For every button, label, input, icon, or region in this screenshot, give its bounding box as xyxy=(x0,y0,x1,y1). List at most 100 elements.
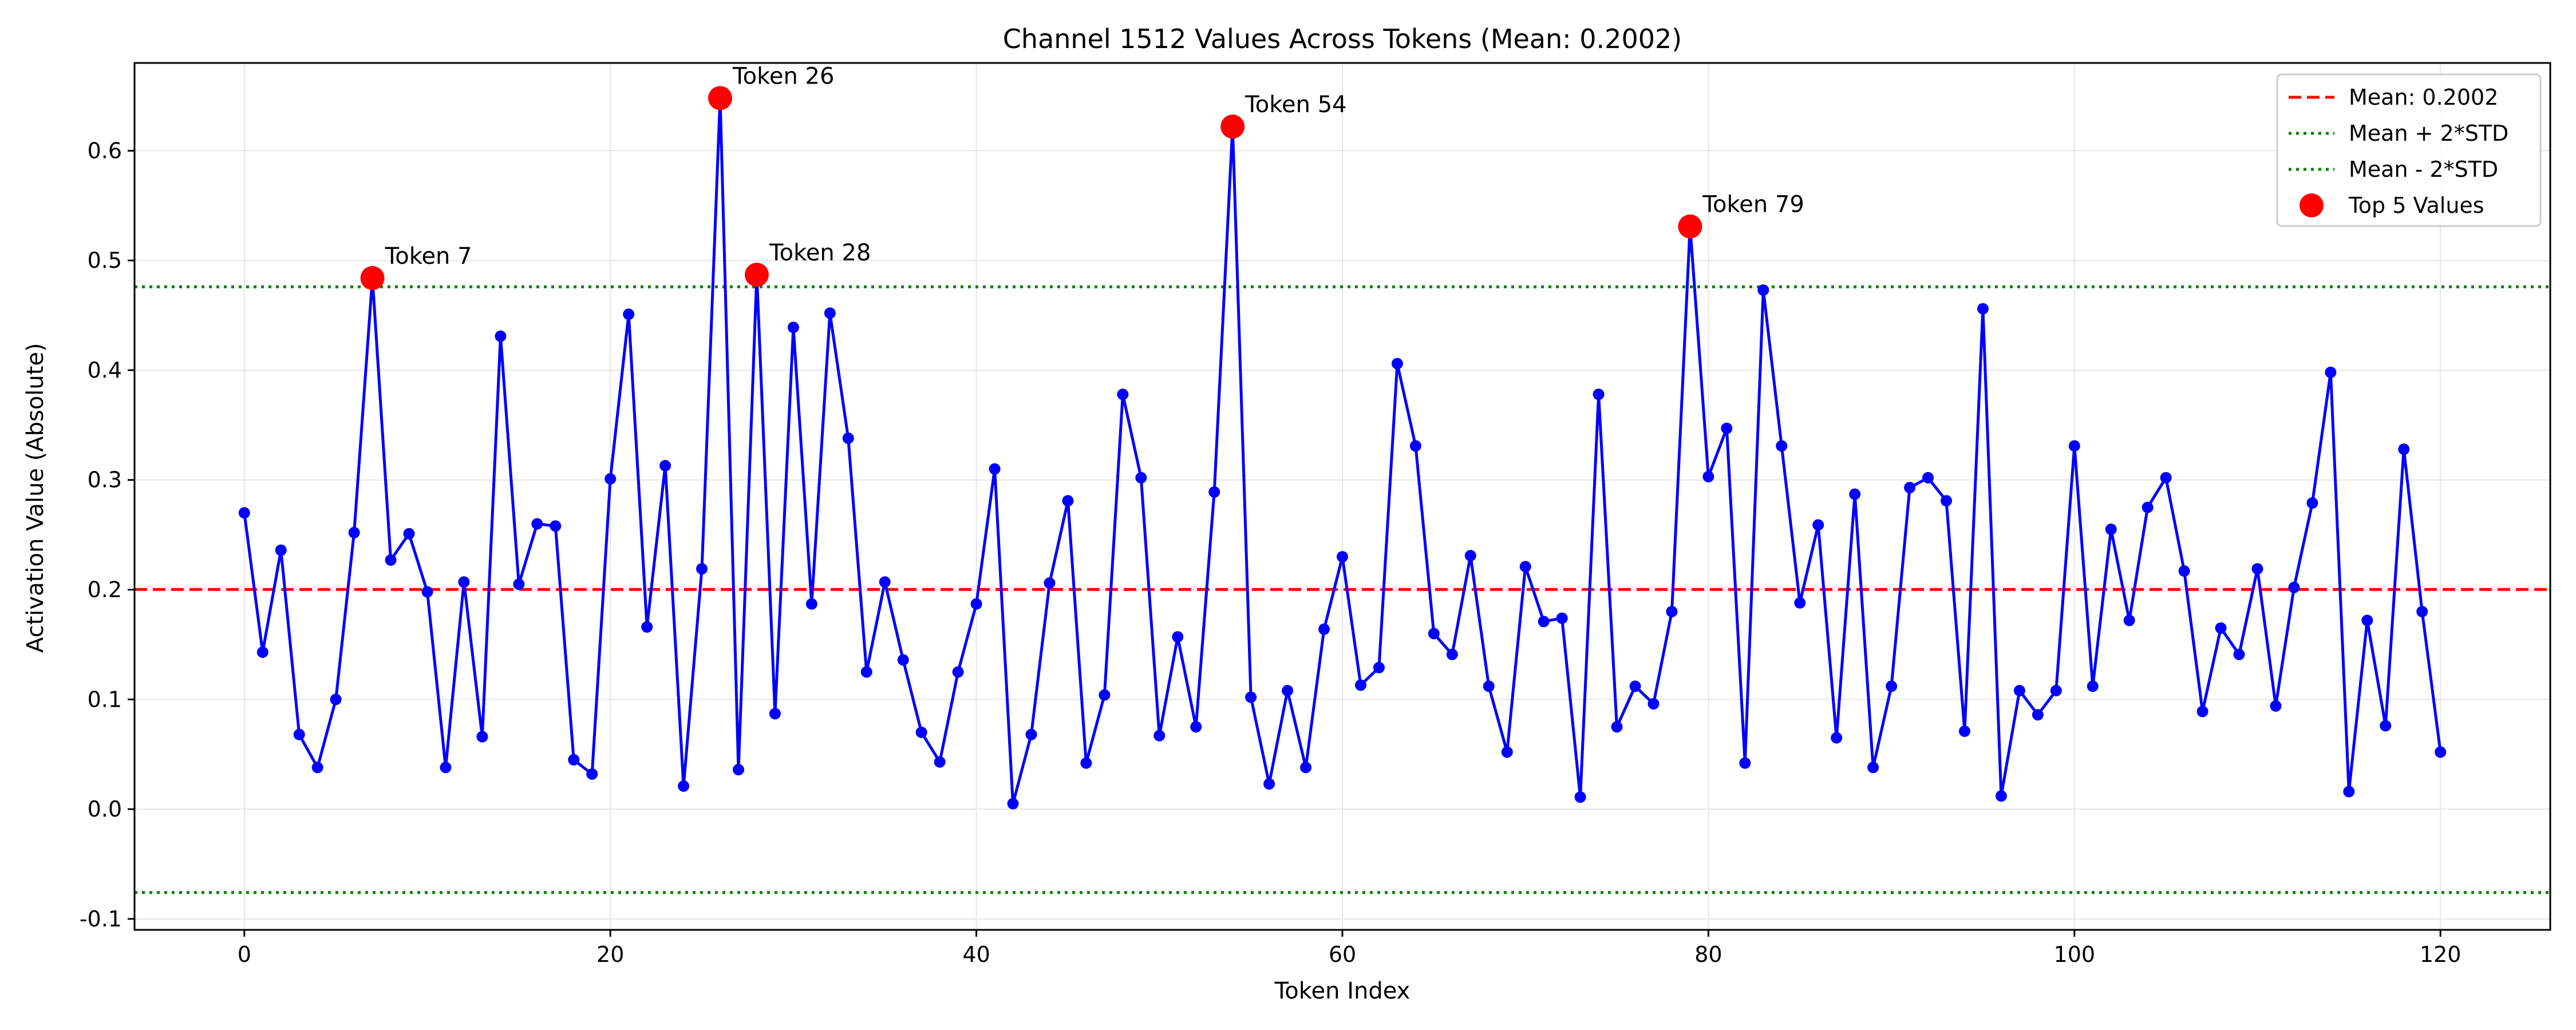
data-point xyxy=(531,518,543,530)
data-point xyxy=(2215,622,2227,634)
data-point xyxy=(733,764,744,776)
data-point xyxy=(476,731,488,743)
data-point xyxy=(1666,605,1678,617)
data-point xyxy=(1446,648,1458,660)
data-point xyxy=(1483,680,1495,692)
data-point xyxy=(2416,605,2428,617)
data-point xyxy=(1300,762,1312,774)
x-tick-label: 80 xyxy=(1694,942,1722,967)
data-point xyxy=(1977,303,1989,315)
data-point xyxy=(934,756,946,768)
data-point xyxy=(2233,648,2245,660)
data-point xyxy=(2325,366,2337,378)
data-point xyxy=(1721,422,1733,434)
legend-label: Mean - 2*STD xyxy=(2349,157,2498,182)
data-point xyxy=(1702,470,1714,482)
data-point xyxy=(2288,581,2300,593)
data-point xyxy=(2196,706,2208,718)
data-point xyxy=(256,646,268,658)
data-point xyxy=(1117,389,1129,401)
data-point xyxy=(2050,684,2062,696)
data-point xyxy=(1757,284,1769,296)
data-point xyxy=(311,762,323,774)
y-tick-label: 0.4 xyxy=(88,358,122,383)
data-point xyxy=(641,621,653,633)
x-axis-ticks: 0 20 40 60 80 100 120 xyxy=(238,930,2462,967)
legend-label: Mean: 0.2002 xyxy=(2349,85,2498,110)
data-point xyxy=(1062,495,1074,507)
y-tick-label: 0.6 xyxy=(88,138,122,163)
x-tick-label: 60 xyxy=(1329,942,1356,967)
data-point xyxy=(860,666,872,678)
data-point xyxy=(1629,680,1641,692)
data-point xyxy=(1574,791,1586,803)
data-point xyxy=(2251,563,2263,575)
legend-swatch-top xyxy=(2300,193,2324,217)
data-point xyxy=(1245,691,1257,703)
y-tick-label: -0.1 xyxy=(80,906,122,932)
data-point xyxy=(1025,728,1037,740)
top-value-marker xyxy=(744,263,769,287)
data-point xyxy=(1849,488,1861,500)
y-tick-label: 0.1 xyxy=(88,687,122,712)
x-tick-label: 120 xyxy=(2420,942,2462,967)
data-point xyxy=(678,780,690,792)
top-values-layer: Token 7 Token 26 Token 28 Token 54 Token 79 xyxy=(360,63,1804,290)
data-point xyxy=(330,694,342,706)
data-point xyxy=(787,322,799,334)
data-point xyxy=(293,728,305,740)
data-point xyxy=(2398,443,2410,455)
data-point xyxy=(1922,472,1934,484)
data-point xyxy=(385,554,397,566)
data-point xyxy=(879,576,891,588)
data-point xyxy=(440,762,452,774)
top-value-annotation: Token 28 xyxy=(769,240,871,266)
legend-label: Top 5 Values xyxy=(2348,193,2484,218)
data-point xyxy=(403,528,415,540)
data-point xyxy=(1812,519,1824,531)
data-point xyxy=(2361,615,2373,627)
data-point xyxy=(1337,550,1348,562)
data-point xyxy=(1886,680,1898,692)
data-point xyxy=(550,520,562,532)
data-point xyxy=(1519,561,1531,573)
x-tick-label: 100 xyxy=(2054,942,2096,967)
data-point xyxy=(696,563,708,575)
data-point xyxy=(1776,440,1788,452)
top-value-marker xyxy=(1678,214,1702,239)
data-point xyxy=(1007,798,1019,810)
data-point xyxy=(1794,597,1806,609)
grid xyxy=(135,63,2550,930)
data-point xyxy=(1831,732,1843,744)
data-point xyxy=(348,526,360,538)
data-point xyxy=(605,473,617,485)
y-tick-label: 0.3 xyxy=(88,468,122,493)
data-point xyxy=(2270,700,2282,712)
data-point xyxy=(1995,790,2007,802)
data-point xyxy=(1958,725,1970,737)
data-point xyxy=(275,544,287,556)
top-value-annotation: Token 7 xyxy=(385,243,472,270)
data-point xyxy=(1354,679,1366,691)
legend: Mean: 0.2002 Mean + 2*STD Mean - 2*STD Top … xyxy=(2276,73,2542,227)
data-point xyxy=(1867,762,1879,774)
data-point xyxy=(1099,689,1111,701)
data-point xyxy=(1647,698,1660,710)
data-point xyxy=(1263,778,1275,790)
data-point xyxy=(2142,501,2154,513)
data-point xyxy=(1538,616,1550,628)
data-point xyxy=(2380,720,2392,732)
top-value-marker xyxy=(360,266,385,290)
chart-title: Channel 1512 Values Across Tokens (Mean:… xyxy=(1003,23,1682,54)
data-point xyxy=(1739,757,1751,769)
y-tick-label: 0.5 xyxy=(88,248,122,273)
top-value-annotation: Token 26 xyxy=(732,63,834,89)
data-point xyxy=(970,598,982,610)
data-point xyxy=(2343,786,2355,798)
top-value-annotation: Token 54 xyxy=(1244,92,1346,118)
data-point xyxy=(824,307,836,319)
data-point xyxy=(1208,486,1220,498)
data-point xyxy=(1044,577,1056,589)
data-point xyxy=(1428,628,1440,640)
